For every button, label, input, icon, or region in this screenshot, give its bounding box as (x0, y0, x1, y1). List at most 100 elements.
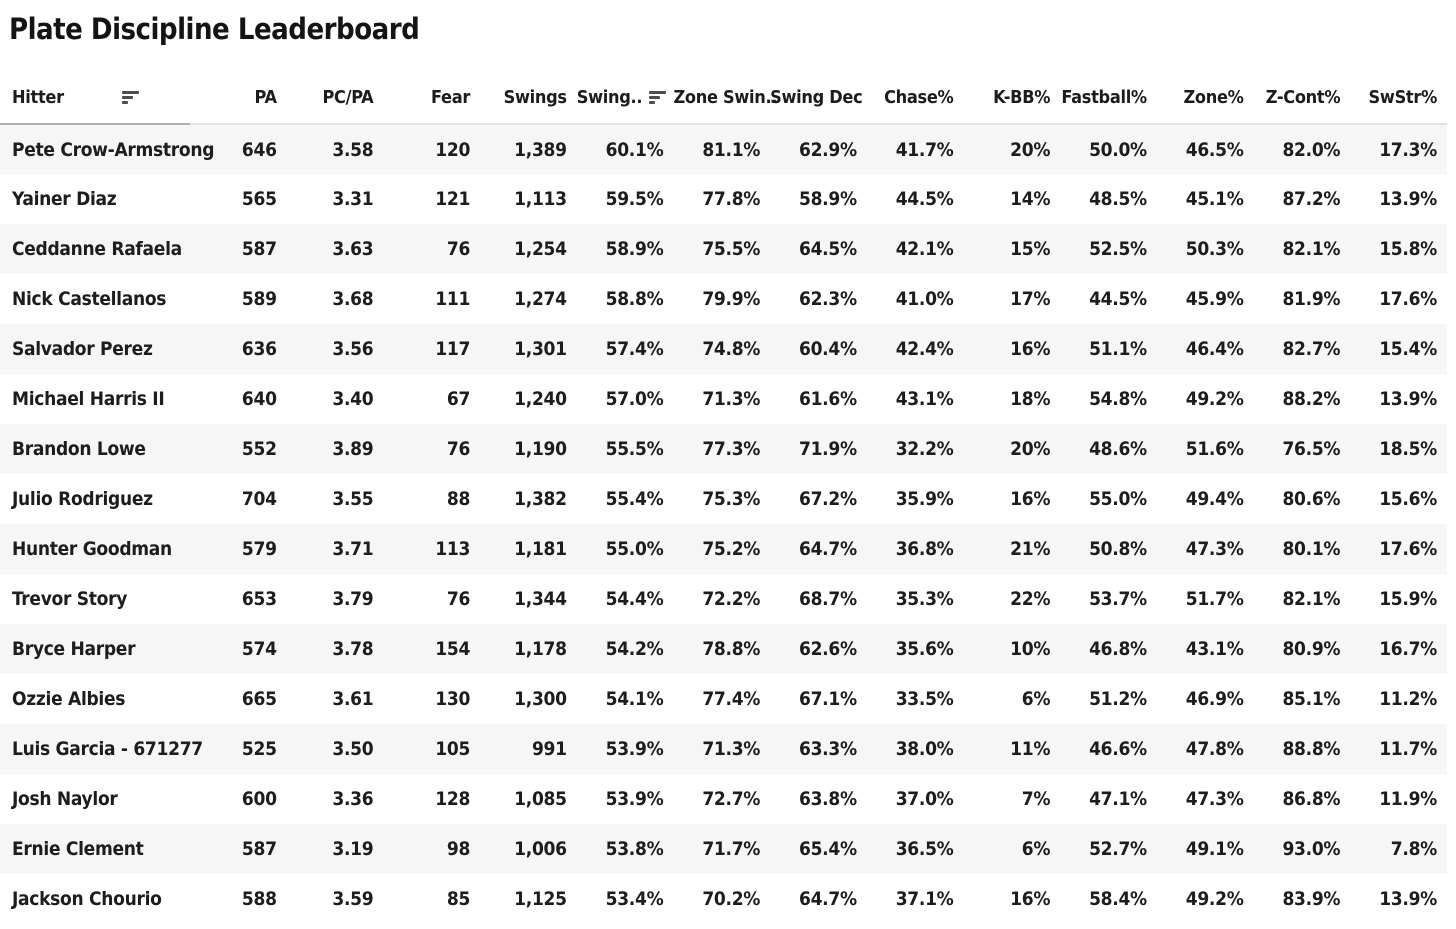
column-header-inner: Z-Cont% (1266, 87, 1341, 108)
stat-cell-chase-pct: 44.5% (895, 188, 954, 210)
column-header-z-cont-pct[interactable]: Z-Cont% (1253, 78, 1351, 125)
stat-cell-swing-dec: 67.1% (799, 688, 857, 710)
stat-cell-chase-pct: 32.2% (895, 438, 954, 460)
column-label: Fear (431, 87, 471, 108)
column-header-zone-swing[interactable]: Zone Swin.. (673, 78, 777, 125)
stat-cell-swing-dec: 68.7% (799, 588, 857, 610)
stat-cell-swing-dec: 60.4% (799, 338, 857, 360)
stat-cell-swing-dec: 62.3% (799, 288, 857, 310)
stat-cell-zone-pct: 46.9% (1185, 688, 1244, 710)
column-label: SwStr% (1368, 87, 1438, 108)
stat-cell-fastball-pct: 50.8% (1089, 538, 1147, 560)
stat-cell-z-cont-pct: 76.5% (1282, 438, 1341, 460)
stat-cell-swstr-pct: 17.3% (1379, 138, 1437, 161)
column-header-swing-pct[interactable]: Swing.. (576, 78, 674, 125)
stat-cell-swing-dec: 61.6% (799, 388, 857, 410)
table-row: Jackson Chourio 588 3.59 85 1,125 53.4% 70.2% 6… (0, 874, 1447, 924)
table-row: Nick Castellanos 589 3.68 111 1,274 58.8% 79.9… (0, 274, 1447, 324)
stat-cell-k-bb-pct: 16% (1010, 888, 1051, 910)
stat-cell-fastball-pct: 54.8% (1089, 388, 1147, 410)
hitter-name-cell: Bryce Harper (12, 638, 136, 660)
stat-cell-fear: 111 (435, 288, 471, 310)
stat-cell-swings: 1,125 (514, 888, 567, 910)
column-header-swings[interactable]: Swings (480, 78, 577, 125)
stat-cell-zone-swing: 75.2% (702, 538, 761, 560)
hitter-name-cell: Luis Garcia - 671277 (12, 738, 203, 760)
stat-cell-swing-pct: 55.4% (605, 488, 664, 510)
stat-cell-k-bb-pct: 14% (1010, 188, 1051, 210)
stat-cell-k-bb-pct: 20% (1010, 138, 1051, 161)
stat-cell-swing-pct: 53.8% (605, 838, 664, 860)
stat-cell-zone-swing: 81.1% (702, 138, 761, 161)
stat-cell-zone-swing: 77.4% (702, 688, 761, 710)
table-row: Josh Naylor 600 3.36 128 1,085 53.9% 72.7% 63.8… (0, 774, 1447, 824)
stat-cell-pc-pa: 3.19 (332, 838, 374, 860)
stat-cell-pc-pa: 3.71 (332, 538, 374, 560)
stat-cell-pa: 552 (241, 438, 277, 460)
stat-cell-swing-pct: 53.9% (605, 788, 664, 810)
stat-cell-zone-pct: 47.3% (1185, 788, 1244, 810)
stat-cell-swing-pct: 53.9% (605, 738, 664, 760)
hitter-name-cell: Josh Naylor (12, 788, 118, 810)
column-header-k-bb-pct[interactable]: K-BB% (963, 78, 1061, 125)
stat-cell-pc-pa: 3.31 (332, 188, 374, 210)
hitter-name-cell: Pete Crow-Armstrong (12, 138, 215, 161)
table-row: Julio Rodriguez 704 3.55 88 1,382 55.4% 75.3% 6… (0, 474, 1447, 524)
stat-cell-swing-pct: 54.4% (605, 588, 664, 610)
stat-cell-pa: 600 (241, 788, 277, 810)
stat-cell-pc-pa: 3.63 (332, 238, 374, 260)
column-header-inner: Fastball% (1061, 87, 1147, 108)
stat-cell-swstr-pct: 7.8% (1390, 838, 1438, 860)
table-row: Michael Harris II 640 3.40 67 1,240 57.0% 71.3… (0, 374, 1447, 424)
stat-cell-swings: 1,181 (514, 538, 567, 560)
column-header-pa[interactable]: PA (190, 78, 287, 125)
column-header-chase-pct[interactable]: Chase% (866, 78, 964, 125)
stat-cell-zone-swing: 72.2% (702, 588, 761, 610)
column-label: K-BB% (993, 87, 1051, 108)
stat-cell-pa: 665 (241, 688, 277, 710)
stat-cell-k-bb-pct: 21% (1010, 538, 1051, 560)
stat-cell-zone-pct: 50.3% (1185, 238, 1244, 260)
sort-icon[interactable] (121, 91, 139, 104)
column-header-pc-pa[interactable]: PC/PA (286, 78, 384, 125)
column-header-zone-pct[interactable]: Zone% (1156, 78, 1254, 125)
sort-icon[interactable] (649, 91, 667, 104)
stat-cell-swing-dec: 63.8% (799, 788, 857, 810)
stat-cell-swstr-pct: 13.9% (1379, 188, 1437, 210)
column-header-fastball-pct[interactable]: Fastball% (1060, 78, 1157, 125)
stat-cell-zone-swing: 70.2% (702, 888, 761, 910)
stat-cell-swing-pct: 55.0% (605, 538, 664, 560)
column-header-swing-dec[interactable]: Swing Dec (770, 78, 867, 125)
stat-cell-fastball-pct: 50.0% (1089, 138, 1147, 161)
stat-cell-z-cont-pct: 81.9% (1282, 288, 1341, 310)
stat-cell-fastball-pct: 48.5% (1089, 188, 1147, 210)
stat-cell-swstr-pct: 18.5% (1379, 438, 1437, 460)
stat-cell-zone-swing: 77.3% (702, 438, 761, 460)
column-header-inner: PA (255, 87, 277, 108)
stat-cell-z-cont-pct: 82.1% (1282, 238, 1341, 260)
stat-cell-pa: 574 (241, 638, 277, 660)
hitter-name-cell: Salvador Perez (12, 338, 153, 360)
column-header-inner: Swing Dec (770, 87, 863, 108)
stat-cell-swing-dec: 62.6% (799, 638, 857, 660)
stat-cell-swing-pct: 60.1% (605, 138, 664, 161)
column-header-swstr-pct[interactable]: SwStr% (1350, 78, 1447, 125)
stat-cell-pa: 646 (241, 138, 277, 161)
stat-cell-zone-swing: 78.8% (702, 638, 761, 660)
stat-cell-fastball-pct: 53.7% (1089, 588, 1147, 610)
stat-cell-zone-pct: 51.6% (1185, 438, 1244, 460)
stat-cell-fastball-pct: 55.0% (1089, 488, 1147, 510)
stat-cell-swstr-pct: 11.9% (1379, 788, 1437, 810)
column-header-fear[interactable]: Fear (383, 78, 481, 125)
stat-cell-pa: 587 (241, 238, 277, 260)
stat-cell-swing-dec: 67.2% (799, 488, 857, 510)
stat-cell-swing-pct: 54.2% (605, 638, 664, 660)
stat-cell-swing-pct: 58.8% (605, 288, 664, 310)
stat-cell-chase-pct: 37.1% (895, 888, 954, 910)
stat-cell-swing-pct: 53.4% (605, 888, 664, 910)
stat-cell-swings: 1,301 (514, 338, 567, 360)
stat-cell-z-cont-pct: 88.8% (1282, 738, 1341, 760)
table-row: Brandon Lowe 552 3.89 76 1,190 55.5% 77.3% 71.9… (0, 424, 1447, 474)
column-header-hitter[interactable]: Hitter (0, 78, 190, 125)
stat-cell-zone-swing: 77.8% (702, 188, 761, 210)
